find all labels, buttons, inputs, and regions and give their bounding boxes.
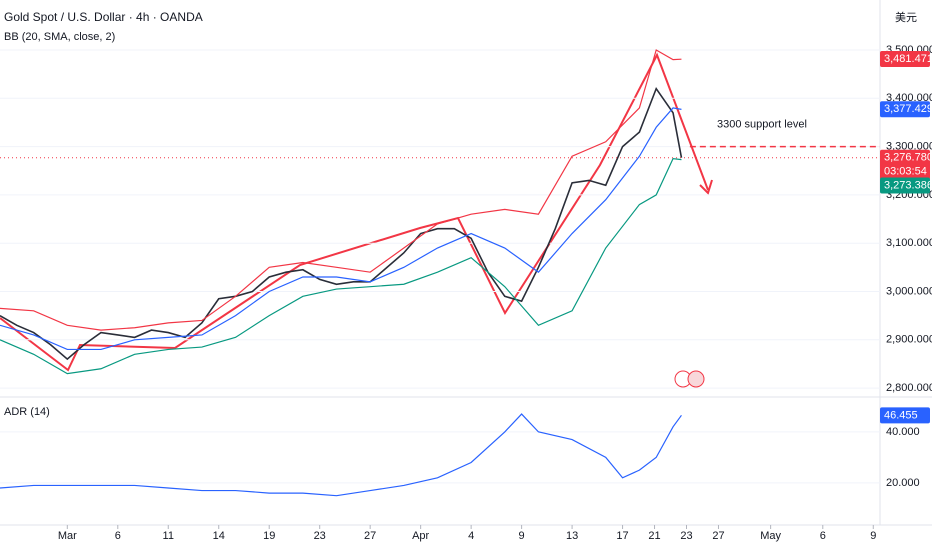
indicator-label: BB (20, SMA, close, 2) [4,31,115,43]
y-tick-label: 3,100.000 [886,237,932,249]
price-label-box [880,407,930,424]
x-tick-label: May [760,530,781,542]
x-tick-label: 13 [566,530,578,542]
series-line [0,49,682,331]
x-tick-label: 11 [163,530,174,542]
x-tick-label: 6 [820,530,826,542]
price-label-box [880,101,930,118]
series-line [0,413,682,497]
y-tick-label: 3,300.000 [886,140,932,152]
series-line [0,158,682,375]
y-tick-label: 3,000.000 [886,285,932,297]
arrow-head [699,179,713,195]
x-tick-label: 21 [648,530,660,542]
price-label-box [880,149,930,180]
series-line [0,107,682,351]
x-tick-label: 27 [364,530,376,542]
price-label: 46.455 [884,409,918,421]
x-tick-label: 27 [712,530,724,542]
price-label: 3,481.471 [884,53,932,65]
y-tick-label: 40.000 [886,426,920,438]
news-icons[interactable] [674,370,705,388]
x-tick-label: 23 [314,530,326,542]
x-tick-label: 19 [263,530,275,542]
series-line [0,86,683,361]
annotation: 3300 support level [717,118,807,130]
price-label: 3,276.780 [884,152,932,164]
x-tick-label: Mar [58,530,77,542]
x-tick-label: Apr [412,530,429,542]
indicator-label: ADR (14) [4,406,50,418]
flag-icon[interactable] [687,370,705,388]
price-label-box [880,177,930,194]
x-tick-label: 17 [616,530,628,542]
y-tick-label: 2,900.000 [886,334,932,346]
countdown: 03:03:54 [884,166,927,178]
chart-title: Gold Spot / U.S. Dollar · 4h · OANDA [4,10,203,24]
x-tick-label: 6 [115,530,121,542]
price-label-box [880,50,930,67]
x-tick-label: 23 [680,530,692,542]
price-label: 3,273.386 [884,179,932,191]
y-tick-label: 20.000 [886,477,920,489]
x-tick-label: 9 [870,530,876,542]
price-label: 3,377.429 [884,103,932,115]
x-tick-label: 9 [519,530,525,542]
y-tick-label: 2,800.000 [886,382,932,394]
currency-label[interactable]: 美元 [895,11,917,24]
x-tick-label: 14 [213,530,225,542]
x-tick-label: 4 [468,530,474,542]
